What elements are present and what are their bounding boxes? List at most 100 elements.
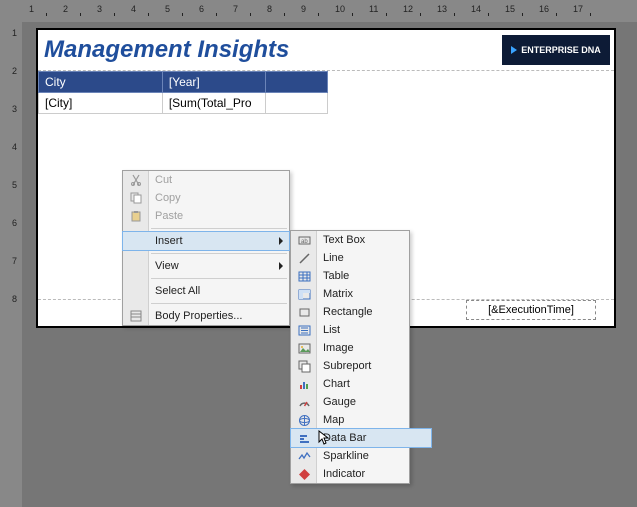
ruler-tick: 12 <box>403 4 413 14</box>
table-header[interactable]: City <box>39 72 163 93</box>
menu-item-insert[interactable]: Insert <box>123 232 289 250</box>
menu-separator <box>151 278 287 279</box>
menu-item-rectangle[interactable]: Rectangle <box>291 303 431 321</box>
ruler-tick: 2 <box>63 4 68 14</box>
menu-item-subreport[interactable]: Subreport <box>291 357 431 375</box>
ruler-tick: 16 <box>539 4 549 14</box>
context-menu[interactable]: Cut Copy Paste Insert View Select All Body Pro… <box>122 170 290 326</box>
menu-item-label: Indicator <box>323 468 365 480</box>
insert-submenu[interactable]: abText BoxLineTableMatrixRectangleListIm… <box>290 230 410 484</box>
menu-item-image[interactable]: Image <box>291 339 431 357</box>
menu-item-label: Image <box>323 342 354 354</box>
menu-item-label: List <box>323 324 340 336</box>
ruler-tick: 5 <box>165 4 170 14</box>
table-icon <box>296 268 312 284</box>
menu-item-line[interactable]: Line <box>291 249 431 267</box>
textbox-icon: ab <box>296 232 312 248</box>
table-header[interactable] <box>266 72 328 93</box>
rect-icon <box>296 304 312 320</box>
ruler-tick: 3 <box>12 104 17 114</box>
cut-icon <box>128 172 144 188</box>
ruler-tick: 6 <box>12 218 17 228</box>
ruler-tick: 13 <box>437 4 447 14</box>
menu-item-cut: Cut <box>123 171 289 189</box>
indicator-icon <box>296 466 312 482</box>
menu-separator <box>151 228 287 229</box>
menu-item-label: Text Box <box>323 234 365 246</box>
menu-item-data-bar[interactable]: Data Bar <box>291 429 431 447</box>
menu-item-label: Matrix <box>323 288 353 300</box>
table-row: [City] [Sum(Total_Pro <box>39 93 328 114</box>
menu-item-sparkline[interactable]: Sparkline <box>291 447 431 465</box>
menu-item-select-all[interactable]: Select All <box>123 282 289 300</box>
gauge-icon <box>296 394 312 410</box>
logo-badge: ENTERPRISE DNA <box>502 35 610 65</box>
menu-item-label: Copy <box>155 192 181 204</box>
ruler-tick: 11 <box>369 4 378 14</box>
ruler-tick: 1 <box>29 4 34 14</box>
ruler-tick: 8 <box>12 294 17 304</box>
logo-text: ENTERPRISE DNA <box>521 45 601 55</box>
table-cell[interactable] <box>266 93 328 114</box>
matrix-icon <box>296 286 312 302</box>
menu-item-label: Paste <box>155 210 183 222</box>
ruler-tick: 7 <box>12 256 17 266</box>
ruler-tick: 2 <box>12 66 17 76</box>
list-icon <box>296 322 312 338</box>
ruler-tick: 17 <box>573 4 583 14</box>
menu-item-text-box[interactable]: ab Text Box <box>291 231 431 249</box>
menu-item-indicator[interactable]: Indicator <box>291 465 431 483</box>
sparkline-icon <box>296 448 312 464</box>
copy-icon <box>128 190 144 206</box>
menu-item-body-properties-[interactable]: Body Properties... <box>123 307 289 325</box>
props-icon <box>128 308 144 324</box>
menu-item-label: Table <box>323 270 349 282</box>
ruler-tick: 15 <box>505 4 515 14</box>
line-icon <box>296 250 312 266</box>
submenu-arrow-icon <box>279 237 283 245</box>
menu-item-view[interactable]: View <box>123 257 289 275</box>
ruler-tick: 1 <box>12 28 17 38</box>
ruler-tick: 10 <box>335 4 345 14</box>
menu-item-label: Subreport <box>323 360 371 372</box>
menu-item-matrix[interactable]: Matrix <box>291 285 431 303</box>
chart-icon <box>296 376 312 392</box>
menu-item-copy: Copy <box>123 189 289 207</box>
table-cell[interactable]: [Sum(Total_Pro <box>162 93 265 114</box>
ruler-tick: 8 <box>267 4 272 14</box>
submenu-arrow-icon <box>279 262 283 270</box>
menu-item-label: Cut <box>155 174 172 186</box>
menu-item-gauge[interactable]: Gauge <box>291 393 431 411</box>
menu-item-label: Line <box>323 252 344 264</box>
databar-icon <box>296 430 312 446</box>
blank-icon <box>128 233 144 249</box>
menu-item-label: Data Bar <box>323 432 366 444</box>
menu-item-label: Insert <box>155 235 183 247</box>
menu-item-label: Map <box>323 414 344 426</box>
menu-item-map[interactable]: Map <box>291 411 431 429</box>
ruler-tick: 5 <box>12 180 17 190</box>
data-table[interactable]: City [Year] [City] [Sum(Total_Pro <box>38 71 328 114</box>
table-cell[interactable]: [City] <box>39 93 163 114</box>
menu-item-chart[interactable]: Chart <box>291 375 431 393</box>
ruler-tick: 4 <box>12 142 17 152</box>
page-title[interactable]: Management Insights <box>42 32 502 68</box>
menu-item-paste: Paste <box>123 207 289 225</box>
menu-item-label: Gauge <box>323 396 356 408</box>
ruler-tick: 3 <box>97 4 102 14</box>
blank-icon <box>128 258 144 274</box>
ruler-tick: 7 <box>233 4 238 14</box>
menu-item-label: Select All <box>155 285 200 297</box>
menu-item-table[interactable]: Table <box>291 267 431 285</box>
ruler-horizontal: 1234567891011121314151617 <box>22 0 637 22</box>
logo-icon <box>511 46 517 54</box>
subreport-icon <box>296 358 312 374</box>
table-header[interactable]: [Year] <box>162 72 265 93</box>
design-surface[interactable]: Management Insights ENTERPRISE DNA City … <box>22 22 637 507</box>
svg-text:ab: ab <box>301 239 308 245</box>
menu-separator <box>151 303 287 304</box>
menu-item-label: View <box>155 260 179 272</box>
menu-item-list[interactable]: List <box>291 321 431 339</box>
execution-time-box[interactable]: [&ExecutionTime] <box>466 300 596 320</box>
menu-separator <box>151 253 287 254</box>
